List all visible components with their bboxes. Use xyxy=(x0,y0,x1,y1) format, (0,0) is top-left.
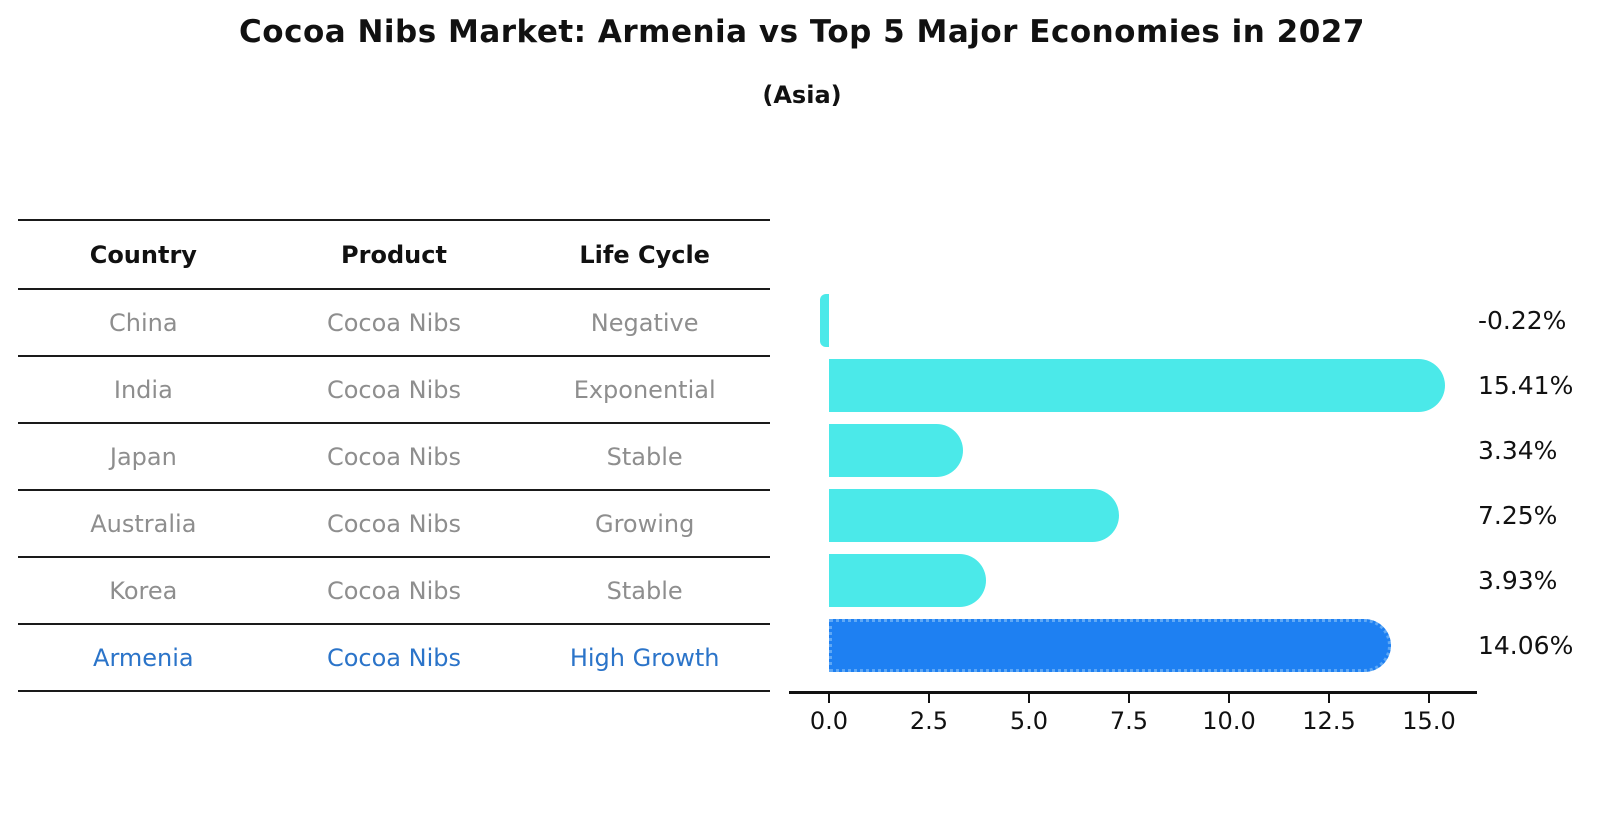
table-cell-life-cycle: Exponential xyxy=(573,375,716,404)
table-cell-country: Japan xyxy=(109,442,177,471)
table-cell-life-cycle: Stable xyxy=(606,576,683,605)
country-table: Country Product Life Cycle China Cocoa Ni… xyxy=(18,219,770,692)
bar-value-label: 3.93% xyxy=(1478,566,1558,595)
bar-armenia xyxy=(829,619,1392,672)
x-tick-label: 2.5 xyxy=(909,707,949,735)
x-tick xyxy=(828,694,830,703)
table-cell-life-cycle: High Growth xyxy=(569,643,720,672)
table-cell-product: Cocoa Nibs xyxy=(326,375,461,404)
x-tick-label: 15.0 xyxy=(1402,707,1456,735)
x-axis: 0.0 2.5 5.0 7.5 10.0 12.5 15.0 xyxy=(778,691,1604,751)
table-row: Japan Cocoa Nibs Stable xyxy=(18,424,770,491)
x-tick-label: 10.0 xyxy=(1202,707,1256,735)
bar-japan xyxy=(829,424,963,477)
table-cell-product: Cocoa Nibs xyxy=(326,308,461,337)
bar-value-label: 7.25% xyxy=(1478,501,1558,530)
table-header-row: Country Product Life Cycle xyxy=(18,221,770,290)
bar-india xyxy=(829,359,1446,412)
table-row: China Cocoa Nibs Negative xyxy=(18,290,770,357)
x-tick-label: 7.5 xyxy=(1109,707,1149,735)
bar-australia xyxy=(829,489,1119,542)
x-tick xyxy=(1028,694,1030,703)
table-cell-product: Cocoa Nibs xyxy=(326,442,461,471)
table-cell-product: Cocoa Nibs xyxy=(326,509,461,538)
table-cell-country: Armenia xyxy=(93,643,194,672)
table-cell-country: Australia xyxy=(90,509,197,538)
table-cell-product: Cocoa Nibs xyxy=(326,643,461,672)
table-row: Australia Cocoa Nibs Growing xyxy=(18,491,770,558)
bar-value-label: 3.34% xyxy=(1478,436,1558,465)
table-cell-life-cycle: Stable xyxy=(606,442,683,471)
bar-korea xyxy=(829,554,987,607)
bar-value-label: 14.06% xyxy=(1478,631,1574,660)
bar-value-label: -0.22% xyxy=(1478,306,1567,335)
x-tick-label: 5.0 xyxy=(1009,707,1049,735)
x-axis-line xyxy=(789,691,1477,694)
table-header-country: Country xyxy=(89,240,197,269)
x-tick xyxy=(1128,694,1130,703)
table-row: Korea Cocoa Nibs Stable xyxy=(18,558,770,625)
table-cell-life-cycle: Negative xyxy=(590,308,699,337)
x-tick xyxy=(928,694,930,703)
x-tick xyxy=(1428,694,1430,703)
table-cell-country: China xyxy=(109,308,178,337)
bar-value-label: 15.41% xyxy=(1478,371,1574,400)
table-header-product: Product xyxy=(341,240,447,269)
chart-subtitle: (Asia) xyxy=(762,81,842,109)
x-tick-label: 0.0 xyxy=(809,707,849,735)
table-row: India Cocoa Nibs Exponential xyxy=(18,357,770,424)
chart-title: Cocoa Nibs Market: Armenia vs Top 5 Majo… xyxy=(239,14,1365,50)
x-tick xyxy=(1328,694,1330,703)
table-cell-life-cycle: Growing xyxy=(594,509,695,538)
table-cell-product: Cocoa Nibs xyxy=(326,576,461,605)
bar-china xyxy=(820,294,829,347)
x-tick-label: 12.5 xyxy=(1302,707,1356,735)
table-header-life-cycle: Life Cycle xyxy=(579,240,710,269)
table-cell-country: India xyxy=(113,375,173,404)
bar-plot-area: -0.22% 15.41% 3.34% 7.25% 3.93% 14.06% xyxy=(778,288,1604,678)
x-tick xyxy=(1228,694,1230,703)
table-row: Armenia Cocoa Nibs High Growth xyxy=(18,625,770,692)
table-cell-country: Korea xyxy=(109,576,178,605)
